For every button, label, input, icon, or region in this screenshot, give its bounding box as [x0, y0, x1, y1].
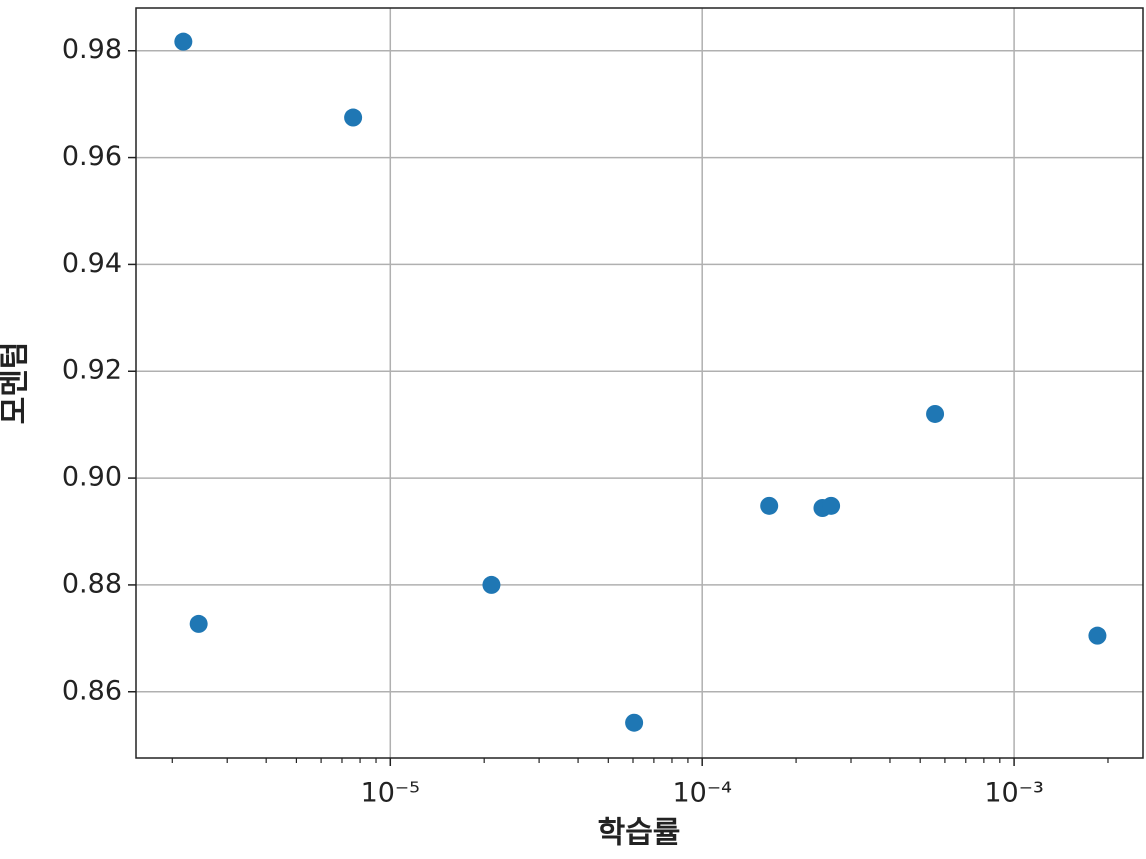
- point: [482, 575, 501, 594]
- point: [760, 496, 779, 515]
- y-tick-label: 0.86: [62, 675, 122, 706]
- y-tick-label: 0.88: [62, 568, 122, 599]
- point: [926, 404, 945, 423]
- point: [174, 32, 193, 51]
- point: [189, 614, 208, 633]
- x-axis-label: 학습률: [598, 816, 681, 851]
- y-tick-label: 0.96: [62, 141, 122, 172]
- y-axis-label: 모멘텀: [0, 342, 33, 425]
- y-tick-label: 0.98: [62, 34, 122, 65]
- y-tick-label: 0.90: [62, 462, 122, 493]
- x-tick-label: 10⁻⁵: [361, 778, 420, 809]
- point: [344, 108, 363, 127]
- point: [822, 496, 841, 515]
- plot-frame: [135, 7, 1144, 759]
- point: [625, 713, 644, 732]
- y-tick-label: 0.94: [62, 248, 122, 279]
- x-tick-label: 10⁻³: [984, 778, 1043, 809]
- x-tick-label: 10⁻⁴: [672, 778, 731, 809]
- y-tick-label: 0.92: [62, 355, 122, 386]
- point: [1088, 626, 1107, 645]
